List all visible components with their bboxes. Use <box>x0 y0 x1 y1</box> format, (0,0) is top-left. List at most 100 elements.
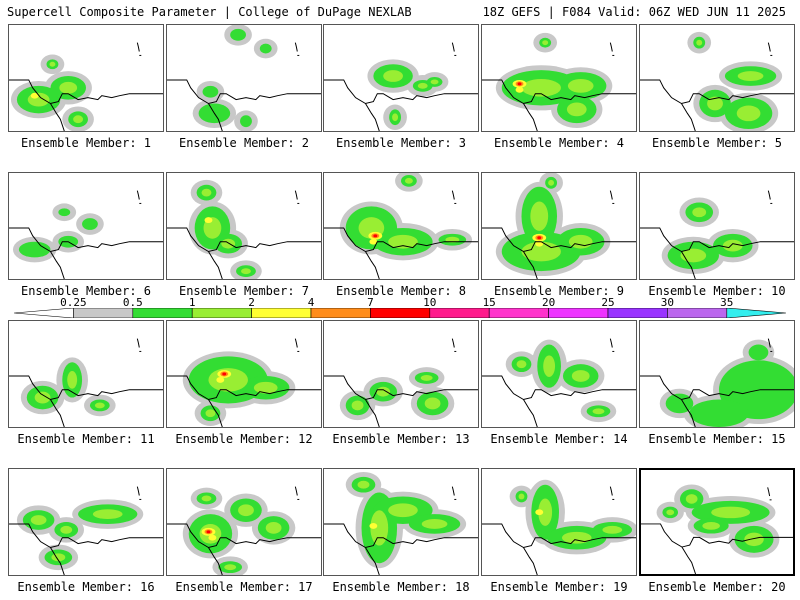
legend-tick-label: 2 <box>248 296 255 309</box>
map-panel[interactable] <box>166 172 322 280</box>
scp-map <box>9 338 163 427</box>
scp-contour-lightgreen <box>685 494 698 504</box>
scp-contour-green <box>230 28 246 41</box>
border-line <box>523 251 538 279</box>
coastline <box>167 79 321 105</box>
member-caption: Ensemble Member: 7 <box>178 284 310 298</box>
scp-contour-lightgreen <box>34 391 51 404</box>
scp-contour-red <box>517 82 522 86</box>
scp-contour-lightgreen <box>445 236 460 243</box>
scp-contour-red <box>222 372 227 376</box>
member-caption: Ensemble Member: 1 <box>20 136 152 150</box>
coastline <box>167 375 321 401</box>
scp-contour-lightgreen <box>92 509 123 520</box>
scp-contour-lightgreen <box>404 177 413 184</box>
map-panel[interactable] <box>639 320 795 428</box>
legend-tick-label: 30 <box>660 296 675 309</box>
legend-swatch <box>488 308 549 318</box>
scp-contour-lightgreen <box>238 504 254 517</box>
scp-contour-lightgreen <box>265 522 282 534</box>
scp-contour-lightgreen <box>542 40 549 46</box>
border-line <box>365 103 380 131</box>
legend-swatch <box>132 308 193 318</box>
scp-contour-lightgreen <box>49 61 56 67</box>
map-panel[interactable] <box>8 24 164 132</box>
member-caption: Ensemble Member: 4 <box>493 136 625 150</box>
member-caption: Ensemble Member: 5 <box>651 136 783 150</box>
map-panel[interactable] <box>639 24 795 132</box>
map-panel[interactable] <box>8 320 164 428</box>
island-outline <box>767 338 771 348</box>
scp-map <box>324 471 478 575</box>
chart-title: Supercell Composite Parameter | College … <box>7 5 412 19</box>
island-outline <box>136 190 140 200</box>
scp-contour-lightgreen <box>711 506 751 519</box>
island-outline <box>451 338 455 348</box>
scp-map <box>9 486 163 575</box>
member-caption: Ensemble Member: 14 <box>490 432 628 446</box>
scp-contour-yellow <box>30 92 39 99</box>
map-panel[interactable] <box>166 24 322 132</box>
map-panel[interactable] <box>166 320 322 428</box>
scp-contour-lightgreen <box>370 510 389 546</box>
map-panel[interactable] <box>166 468 322 576</box>
legend-swatch <box>310 308 371 318</box>
map-panel[interactable] <box>639 468 795 576</box>
map-panel[interactable] <box>481 320 637 428</box>
scp-contour-lightgreen <box>420 374 433 381</box>
map-panel[interactable] <box>481 24 637 132</box>
border-line <box>50 251 65 279</box>
legend-swatch <box>548 308 609 318</box>
map-panel[interactable] <box>8 468 164 576</box>
scp-map <box>167 338 321 427</box>
scp-contour-lightgreen <box>417 82 428 89</box>
map-panel[interactable] <box>323 468 479 576</box>
scp-contour-red <box>206 530 211 534</box>
member-caption: Ensemble Member: 12 <box>175 432 313 446</box>
border-line <box>365 547 380 575</box>
legend-tick-label: 7 <box>367 296 374 309</box>
scp-map <box>324 42 478 131</box>
legend-tick-label: 10 <box>423 296 437 309</box>
scp-contour-green <box>202 85 219 98</box>
legend-tick-label: 0.5 <box>122 296 143 309</box>
scp-map <box>482 479 636 575</box>
border-line <box>681 399 696 427</box>
island-outline <box>609 486 613 496</box>
legend-swatch <box>251 308 312 318</box>
map-panel[interactable] <box>481 172 637 280</box>
map-panel[interactable] <box>323 172 479 280</box>
scp-contour-lightgreen <box>241 268 251 275</box>
legend-arrow-low <box>14 308 74 318</box>
legend-swatch <box>191 308 252 318</box>
scp-contour-lightgreen <box>530 201 549 231</box>
member-caption: Ensemble Member: 11 <box>17 432 155 446</box>
map-panel[interactable] <box>639 172 795 280</box>
scp-contour-lightgreen <box>205 409 216 418</box>
scp-contour-lightgreen <box>73 115 84 124</box>
coastline <box>324 375 478 401</box>
island-outline <box>294 338 298 348</box>
map-panel[interactable] <box>323 320 479 428</box>
coastline <box>482 79 636 105</box>
scp-contour-lightgreen <box>692 207 707 218</box>
scp-contour-lightgreen <box>388 503 418 518</box>
scp-map <box>640 31 794 131</box>
scp-contour-lightgreen <box>571 370 590 382</box>
scp-contour-yellow <box>515 86 524 93</box>
member-caption: Ensemble Member: 10 <box>648 284 786 298</box>
scp-contour-green <box>240 115 252 128</box>
island-outline <box>136 42 140 52</box>
map-panel[interactable] <box>481 468 637 576</box>
coastline <box>640 375 794 401</box>
scp-map <box>324 173 478 279</box>
map-panel[interactable] <box>323 24 479 132</box>
coastline <box>167 523 321 549</box>
scp-contour-green <box>82 218 98 230</box>
scp-contour-lightgreen <box>351 400 364 411</box>
scp-map <box>167 25 321 131</box>
scp-contour-yellow <box>369 522 378 529</box>
scp-contour-lightgreen <box>60 525 73 534</box>
map-panel[interactable] <box>8 172 164 280</box>
